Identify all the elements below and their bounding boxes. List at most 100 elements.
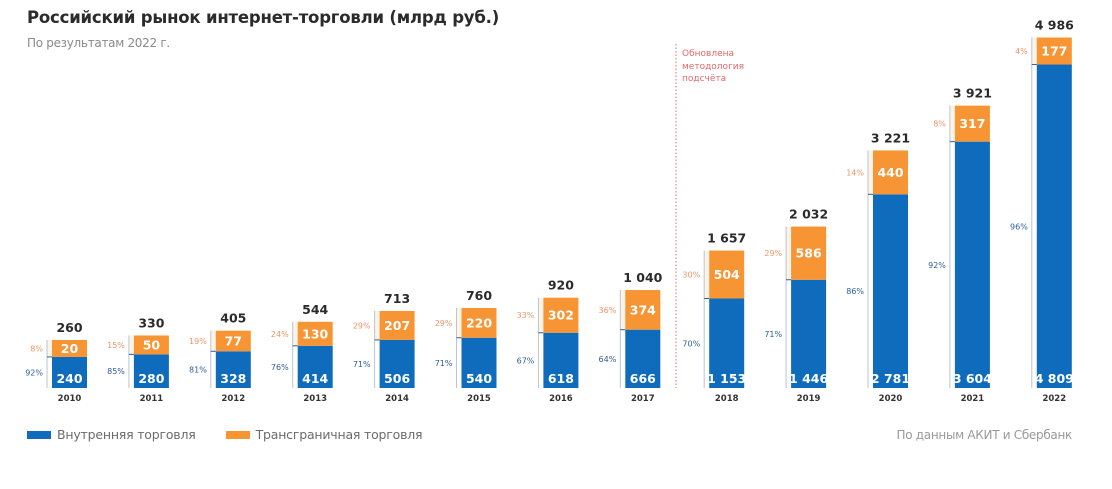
bar-value-domestic: 414	[302, 371, 328, 386]
share-label-crossborder: 29%	[764, 249, 782, 258]
bar-value-crossborder: 50	[143, 337, 161, 352]
bar-value-domestic: 328	[220, 371, 246, 386]
bar-crossborder	[873, 150, 908, 195]
bar-domestic	[461, 337, 497, 388]
legend-item-crossborder: Трансграничная торговля	[225, 427, 423, 442]
share-label-domestic: 64%	[599, 355, 617, 364]
share-label-domestic: 67%	[517, 356, 535, 365]
bar-domestic	[52, 356, 87, 388]
x-tick-label: 2022	[1042, 394, 1066, 404]
x-tick-label: 2021	[961, 394, 985, 404]
bar-crossborder	[625, 290, 661, 330]
share-label-crossborder: 33%	[517, 311, 535, 320]
bar-total-label: 713	[384, 291, 410, 306]
bar-domestic	[543, 332, 579, 388]
bar-value-domestic: 4 809	[1035, 371, 1074, 386]
share-label-domestic: 71%	[764, 330, 782, 339]
share-label-crossborder: 8%	[30, 344, 43, 353]
bar-domestic	[297, 345, 333, 388]
bar-domestic	[873, 194, 908, 388]
chart-title: Российский рынок интернет-торговли (млрд…	[27, 8, 500, 27]
bar-crossborder	[709, 250, 745, 299]
legend: Внутренняя торговля Трансграничная торго…	[27, 427, 452, 442]
bar-total-label: 1 040	[623, 270, 662, 285]
share-bracket-crossborder	[868, 150, 873, 195]
share-label-domestic: 70%	[682, 339, 700, 348]
share-label-crossborder: 29%	[435, 319, 453, 328]
x-tick-label: 2020	[879, 394, 903, 404]
bar-value-domestic: 3 604	[953, 371, 992, 386]
bar-value-domestic: 240	[56, 371, 82, 386]
bar-value-domestic: 540	[466, 371, 492, 386]
share-label-crossborder: 24%	[271, 330, 289, 339]
bar-total-label: 260	[56, 320, 82, 335]
share-label-domestic: 71%	[435, 359, 453, 368]
bar-total-label: 920	[548, 278, 574, 293]
bar-total-label: 405	[220, 311, 246, 326]
x-tick-label: 2010	[58, 394, 82, 404]
bar-total-label: 2 032	[789, 207, 828, 222]
share-label-crossborder: 30%	[682, 271, 700, 280]
bar-value-domestic: 2 781	[871, 371, 910, 386]
bar-crossborder	[297, 321, 333, 346]
share-label-crossborder: 36%	[599, 306, 617, 315]
bar-value-crossborder: 317	[959, 116, 985, 131]
x-tick-label: 2017	[631, 394, 655, 404]
x-tick-label: 2013	[303, 394, 327, 404]
share-bracket-crossborder	[949, 105, 955, 142]
share-label-domestic: 92%	[928, 261, 946, 270]
bar-domestic	[954, 141, 990, 388]
share-bracket-crossborder	[210, 330, 216, 352]
share-label-domestic: 92%	[25, 368, 43, 377]
share-label-crossborder: 8%	[933, 120, 946, 129]
bar-value-domestic: 666	[630, 371, 656, 386]
x-tick-label: 2016	[549, 394, 573, 404]
x-tick-label: 2015	[467, 394, 491, 404]
share-bracket-crossborder	[538, 297, 544, 333]
bar-value-domestic: 506	[384, 371, 410, 386]
x-tick-label: 2011	[140, 394, 164, 404]
share-bracket-crossborder	[47, 339, 52, 357]
bar-total-label: 544	[302, 302, 328, 317]
note-line: подсчёта	[682, 74, 727, 84]
bar-crossborder	[52, 339, 87, 357]
bar-value-crossborder: 504	[714, 267, 740, 282]
bar-crossborder	[461, 307, 497, 338]
share-label-domestic: 86%	[846, 287, 864, 296]
share-bracket-crossborder	[704, 250, 710, 299]
x-tick-label: 2014	[385, 394, 409, 404]
share-bracket-crossborder	[620, 290, 626, 330]
legend-label-domestic: Внутренняя торговля	[57, 427, 196, 442]
bar-value-crossborder: 440	[877, 165, 903, 180]
share-bracket-crossborder	[292, 321, 298, 346]
legend-label-crossborder: Трансграничная торговля	[255, 427, 423, 442]
bar-crossborder	[133, 335, 169, 355]
share-label-domestic: 76%	[271, 363, 289, 372]
methodology-note: Обновлена методология подсчёта	[682, 48, 762, 86]
bar-value-crossborder: 220	[466, 315, 492, 330]
note-line: методология	[682, 61, 745, 72]
bar-domestic	[709, 298, 745, 388]
bar-value-crossborder: 302	[548, 308, 574, 323]
share-label-crossborder: 19%	[189, 337, 207, 346]
bar-crossborder	[379, 310, 415, 340]
share-label-domestic: 96%	[1010, 222, 1028, 231]
bar-value-domestic: 280	[138, 371, 164, 386]
bar-domestic	[215, 351, 251, 388]
bar-crossborder	[954, 105, 990, 142]
x-tick-label: 2018	[715, 394, 739, 404]
bar-value-crossborder: 177	[1041, 44, 1067, 59]
bar-total-label: 1 657	[707, 231, 746, 246]
bar-value-domestic: 1 446	[789, 371, 828, 386]
share-bracket-crossborder	[128, 335, 134, 355]
bar-value-crossborder: 77	[225, 333, 242, 348]
bar-crossborder	[543, 297, 579, 333]
share-label-domestic: 85%	[107, 367, 125, 376]
bar-crossborder	[215, 330, 251, 352]
bar-value-domestic: 1 153	[707, 371, 746, 386]
x-tick-label: 2012	[221, 394, 245, 404]
bar-total-label: 4 986	[1035, 17, 1074, 32]
bar-total-label: 760	[466, 288, 492, 303]
share-label-domestic: 71%	[353, 360, 371, 369]
